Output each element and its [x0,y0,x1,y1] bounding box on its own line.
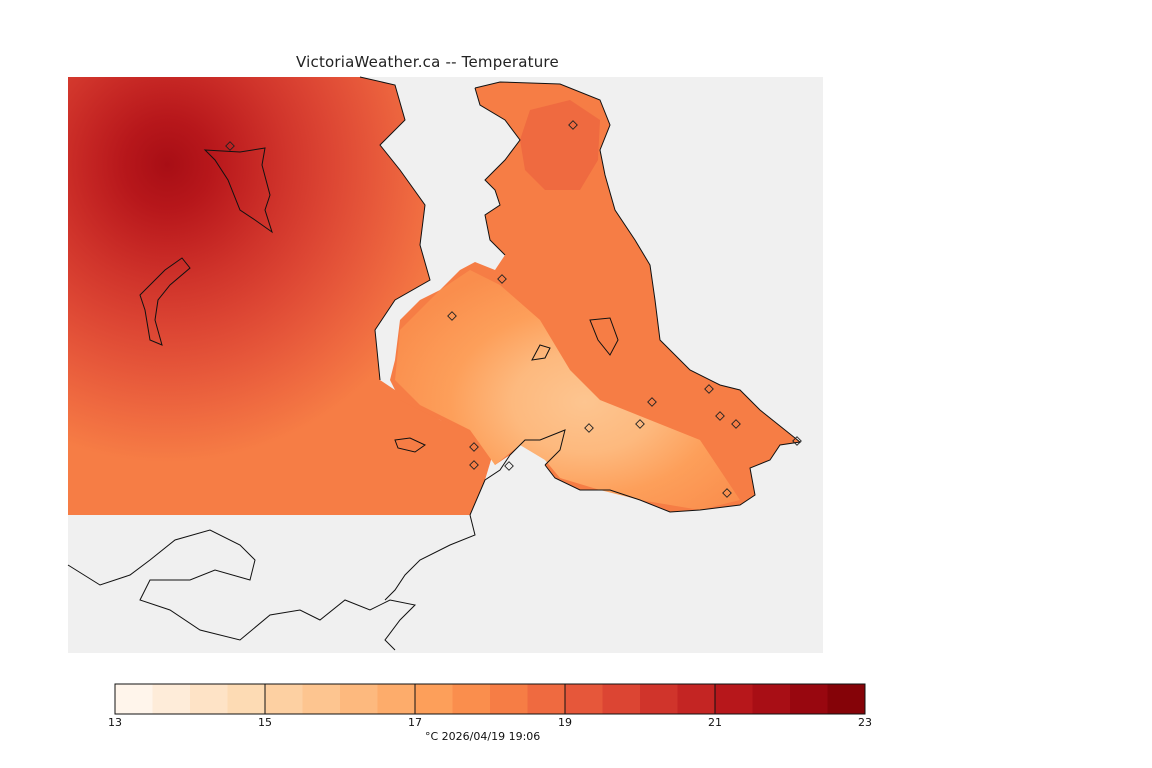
legend-color-bin [340,684,378,714]
coastline-harbour [394,437,426,453]
legend-color-bin [602,684,641,714]
legend-color-bin [527,684,566,714]
legend-color-bin [152,684,191,714]
legend-tick-label: 21 [708,716,722,729]
legend-color-bin [640,684,678,714]
legend-color-bin [115,684,153,714]
station-marker[interactable] [504,461,514,471]
legend-tick-label: 17 [408,716,422,729]
coastline-west-shore [359,76,431,381]
legend-color-bin [490,684,528,714]
coastline-us-shore [67,529,417,651]
station-marker[interactable] [731,419,741,429]
legend-color-bin [827,684,866,714]
station-marker[interactable] [722,488,732,498]
chart-title: VictoriaWeather.ca -- Temperature [296,53,559,71]
legend-color-bin [715,684,753,714]
coastline-north-peninsula [474,81,802,513]
station-marker[interactable] [647,397,657,407]
legend-tick-label: 15 [258,716,272,729]
coastline-lake-east [589,317,619,356]
legend-tick-label: 19 [558,716,572,729]
legend-color-bin [227,684,266,714]
coastline-islet [531,344,551,361]
legend-color-bin [452,684,491,714]
legend-color-bin [752,684,791,714]
station-marker[interactable] [469,442,479,452]
station-markers [225,120,802,498]
station-marker[interactable] [568,120,578,130]
station-marker[interactable] [469,460,479,470]
coastline-lake [139,257,191,346]
legend-color-bin [790,684,828,714]
station-marker[interactable] [584,423,594,433]
coastline-west-island [203,147,273,234]
legend-tick-label: 23 [858,716,872,729]
station-marker[interactable] [715,411,725,421]
station-marker[interactable] [635,419,645,429]
temperature-field-west [68,77,500,515]
station-marker[interactable] [497,274,507,284]
legend-color-bin [190,684,228,714]
station-marker[interactable] [792,436,802,446]
station-marker[interactable] [225,141,235,151]
temperature-field-center [395,270,740,510]
station-marker[interactable] [447,311,457,321]
legend-color-bin [677,684,716,714]
coastline-south [469,429,566,516]
station-marker[interactable] [704,384,714,394]
legend-color-bin [265,684,303,714]
temperature-field-northwarm [520,100,600,190]
coastline-inlet [474,87,521,256]
legend-tick-label: 13 [108,716,122,729]
legend-color-bin [565,684,603,714]
legend-color-bin [302,684,341,714]
legend-color-bin [415,684,453,714]
legend-color-bin [377,684,416,714]
units-timestamp-caption: °C 2026/04/19 19:06 [425,730,541,743]
coastline-us-peninsula [384,514,476,601]
